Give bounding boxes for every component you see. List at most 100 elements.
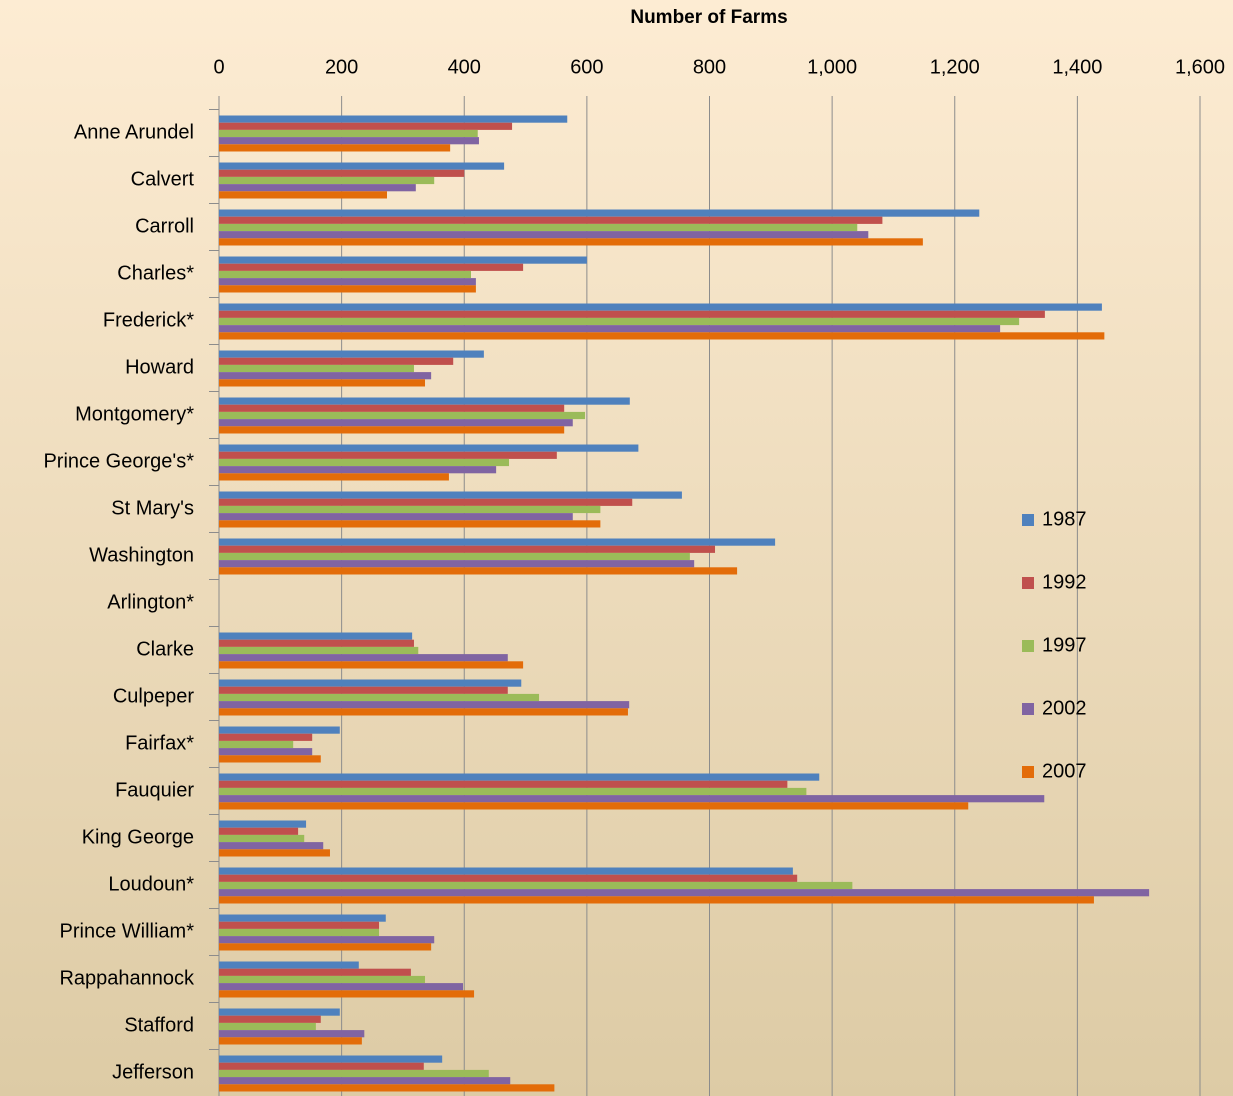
bar	[219, 921, 380, 929]
y-tick-label: Montgomery*	[75, 403, 194, 425]
bar	[219, 270, 471, 279]
y-tick-label: Prince William*	[60, 920, 195, 942]
bar	[219, 990, 475, 998]
bar	[219, 411, 586, 420]
bar	[219, 961, 359, 969]
bar	[219, 169, 465, 177]
bar	[219, 632, 413, 640]
bar	[219, 748, 313, 756]
bar	[219, 397, 630, 405]
legend-label: 1987	[1042, 508, 1087, 530]
x-tick-label: 800	[693, 56, 726, 78]
bar	[219, 654, 508, 662]
bar	[219, 129, 478, 138]
bar	[219, 473, 449, 481]
bar	[219, 646, 419, 655]
bar	[219, 137, 479, 145]
bar	[219, 144, 451, 152]
bar	[219, 458, 510, 467]
bar	[219, 1008, 340, 1016]
y-tick-label: St Mary's	[111, 497, 194, 519]
bar	[219, 231, 869, 239]
bar	[219, 795, 1045, 803]
x-tick-label: 1,000	[807, 56, 857, 78]
bar	[219, 733, 313, 741]
legend-swatch	[1022, 766, 1034, 778]
bar	[219, 426, 565, 434]
bar	[219, 1022, 316, 1031]
legend-label: 1997	[1042, 634, 1087, 656]
bar	[219, 285, 476, 293]
bar	[219, 1084, 555, 1092]
legend-swatch	[1022, 640, 1034, 652]
bar	[219, 162, 505, 170]
bar	[219, 357, 454, 365]
bar	[219, 726, 340, 734]
bar	[219, 444, 639, 452]
y-tick-label: Carroll	[135, 215, 194, 237]
y-tick-label: Loudoun*	[108, 873, 194, 895]
bar	[219, 740, 294, 749]
bar	[219, 693, 540, 702]
bar	[219, 1037, 362, 1045]
y-tick-label: Frederick*	[103, 309, 194, 331]
x-tick-label: 200	[325, 56, 358, 78]
bar	[219, 639, 414, 647]
bar	[219, 802, 969, 810]
bar	[219, 787, 807, 796]
x-tick-label: 400	[448, 56, 481, 78]
bar	[219, 701, 630, 709]
y-tick-label: Washington	[89, 544, 194, 566]
bar	[219, 983, 464, 991]
bar	[219, 310, 1045, 318]
legend-swatch	[1022, 577, 1034, 589]
legend-label: 2007	[1042, 760, 1087, 782]
x-tick-label: 0	[213, 56, 224, 78]
bar	[219, 849, 330, 857]
bar	[219, 968, 411, 976]
y-tick-label: Stafford	[124, 1014, 194, 1036]
bar	[219, 1069, 489, 1078]
bar	[219, 303, 1102, 311]
bar	[219, 122, 513, 130]
bar	[219, 936, 435, 944]
bar	[219, 238, 923, 246]
bar	[219, 928, 380, 937]
legend-label: 2002	[1042, 697, 1087, 719]
bar	[219, 975, 426, 984]
bar	[219, 451, 557, 459]
bar	[219, 780, 788, 788]
bar	[219, 545, 716, 553]
bar	[219, 184, 416, 192]
bar	[219, 317, 1020, 326]
y-tick-label: Prince George's*	[43, 450, 194, 472]
bar	[219, 708, 628, 716]
y-tick-label: Clarke	[136, 638, 194, 660]
bar	[219, 1062, 424, 1070]
bar	[219, 881, 853, 890]
y-tick-label: Culpeper	[113, 685, 195, 707]
bar	[219, 498, 633, 506]
bar	[219, 896, 1094, 904]
x-tick-label: 600	[570, 56, 603, 78]
bar	[219, 755, 321, 763]
bar	[219, 914, 386, 922]
bar	[219, 372, 432, 380]
legend-label: 1992	[1042, 571, 1087, 593]
bar	[219, 209, 980, 217]
bar	[219, 350, 484, 358]
y-tick-label: Fairfax*	[125, 732, 194, 754]
bar	[219, 834, 305, 843]
axis-title: Number of Farms	[630, 7, 787, 28]
y-tick-label: Calvert	[131, 168, 195, 190]
bar	[219, 256, 587, 264]
bar	[219, 513, 573, 521]
bar	[219, 364, 414, 373]
bar	[219, 773, 820, 781]
bar	[219, 686, 508, 694]
y-tick-label: King George	[82, 826, 194, 848]
y-tick-label: Howard	[125, 356, 194, 378]
y-tick-label: Charles*	[117, 262, 194, 284]
bar	[219, 216, 883, 224]
